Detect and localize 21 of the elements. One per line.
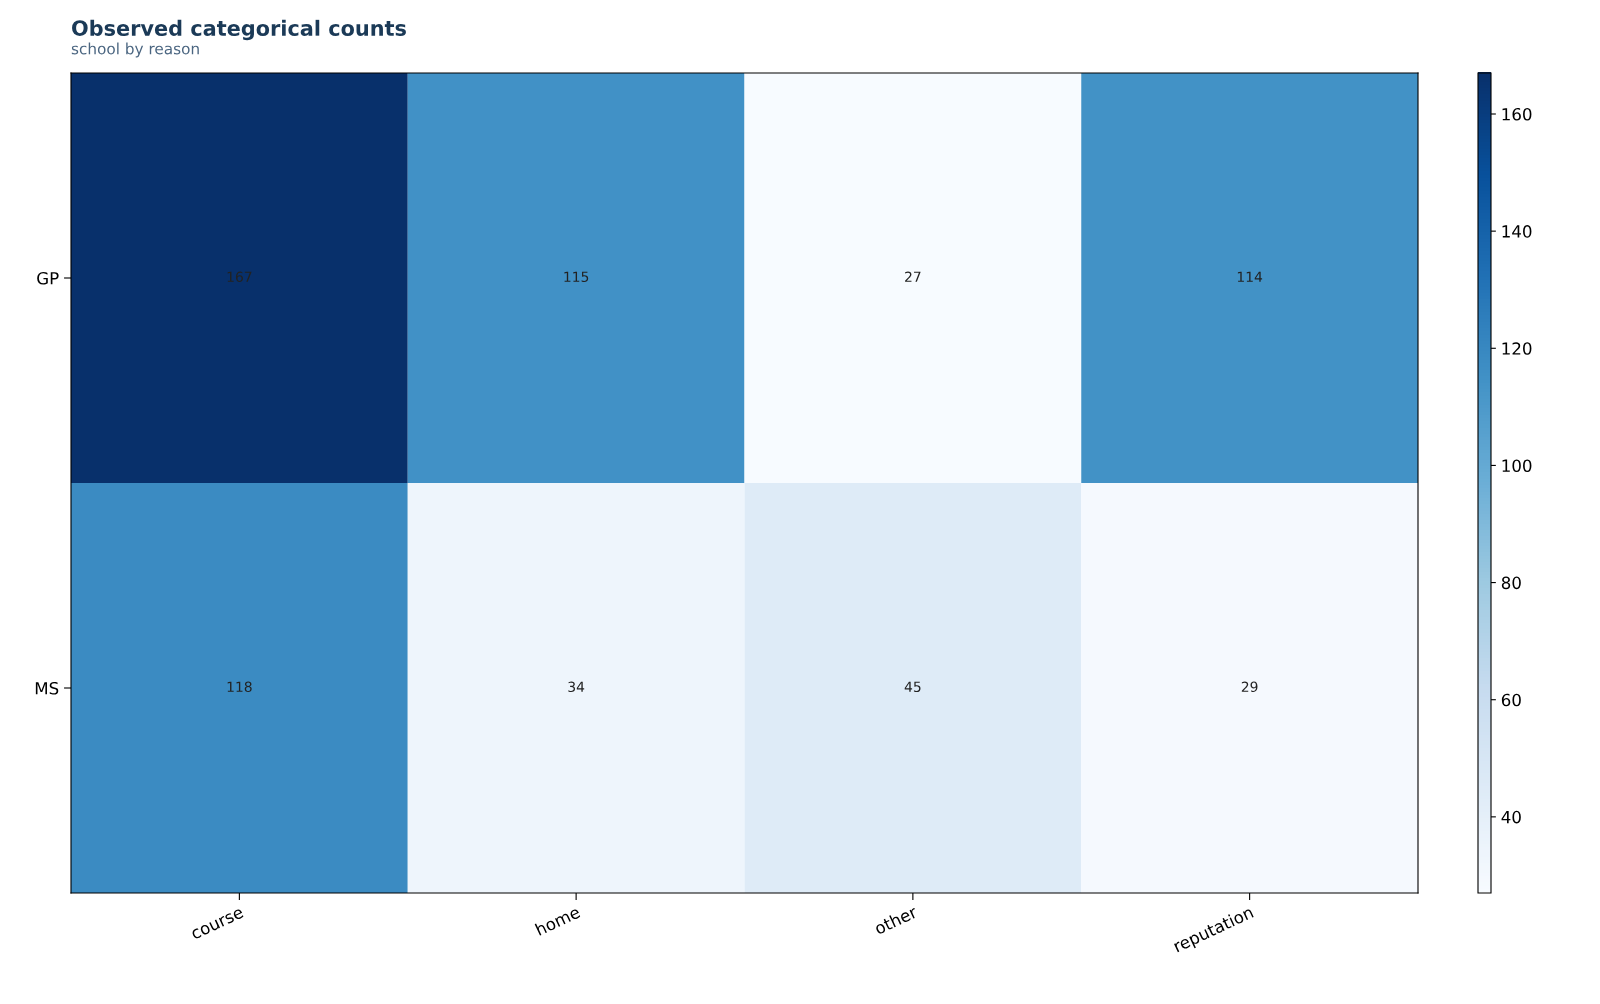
data-label: 114 [1237, 271, 1263, 282]
data-label: 29 [1241, 681, 1258, 693]
color-bar-label: 140 [1502, 225, 1532, 238]
x-tick-label: other [873, 904, 919, 935]
color-bar-label: 80 [1501, 576, 1521, 590]
data-label: 115 [564, 271, 589, 283]
data-label: 27 [905, 271, 921, 282]
y-tick-label: GP [37, 271, 59, 285]
data-label: 34 [568, 681, 585, 693]
data-label: 45 [904, 681, 921, 693]
y-tick-label: MS [35, 681, 59, 695]
color-bar-label: 120 [1502, 342, 1532, 355]
color-bar-label: 60 [1501, 693, 1521, 707]
data-label: 118 [227, 681, 252, 693]
x-tick-label: home [534, 905, 581, 936]
data-label: 167 [227, 271, 252, 283]
color-bar-label: 40 [1501, 810, 1521, 824]
chart-subtitle: school by reason [71, 42, 199, 58]
chart-title: Observed categorical counts [72, 19, 406, 41]
color-bar-label: 100 [1502, 459, 1532, 472]
color-bar-label: 160 [1502, 107, 1532, 121]
